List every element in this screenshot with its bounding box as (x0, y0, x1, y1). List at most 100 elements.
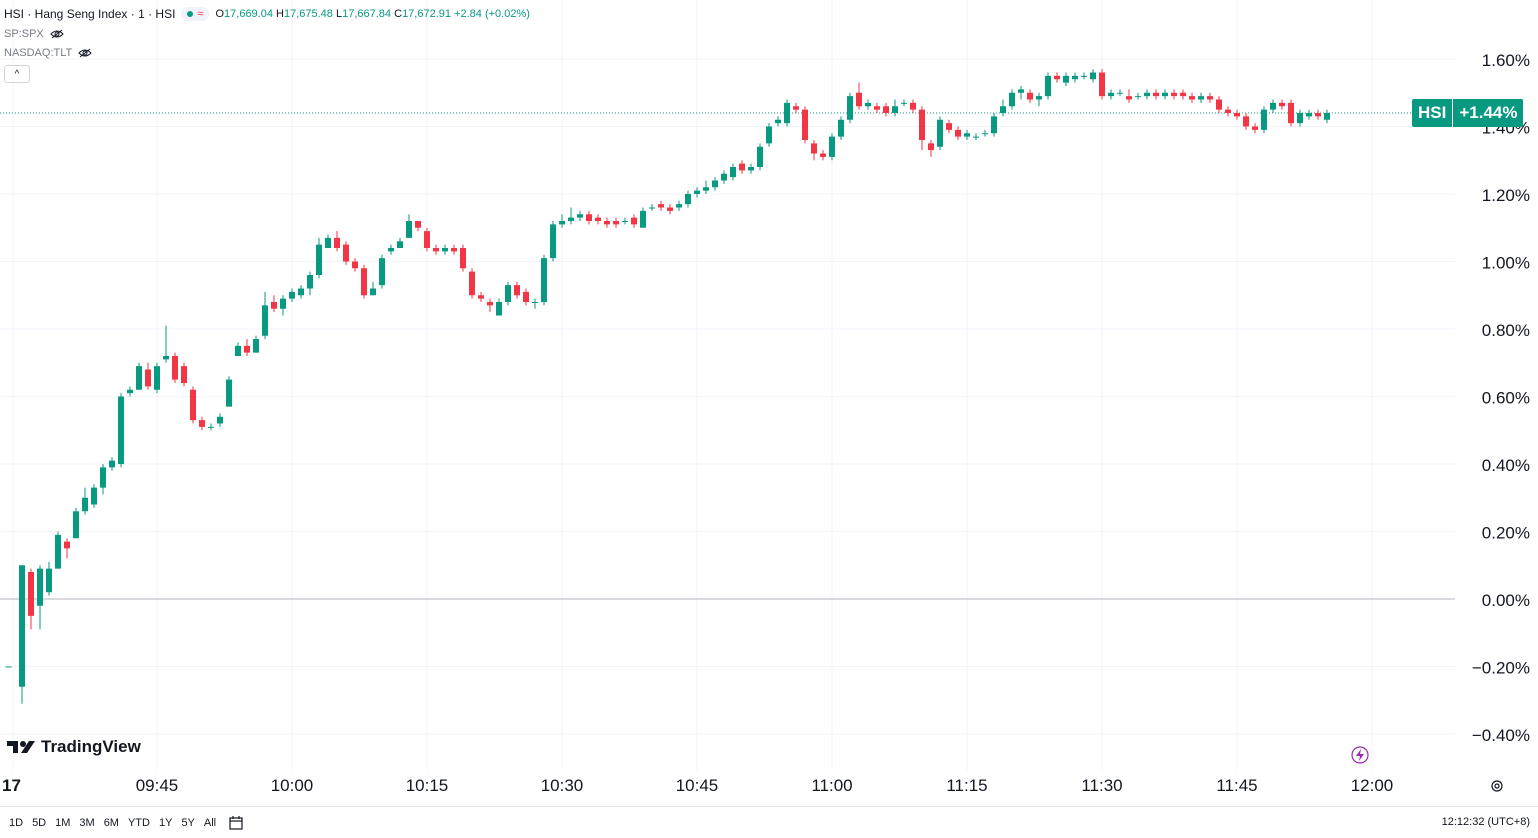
candle-body (307, 275, 313, 289)
eye-icon[interactable] (78, 48, 92, 58)
range-ytd-button[interactable]: YTD (127, 816, 150, 829)
candle (1243, 113, 1249, 130)
candle (1324, 109, 1330, 124)
price-chart[interactable]: 1.60%1.40%1.20%1.00%0.80%0.60%0.40%0.20%… (0, 0, 1538, 806)
candle (775, 116, 781, 127)
candle (838, 116, 844, 140)
candle (433, 244, 439, 255)
lightning-icon[interactable] (1351, 746, 1369, 764)
candle-body (487, 302, 493, 306)
compare-symbol-1[interactable]: SP:SPX (4, 24, 530, 43)
candle-body (964, 133, 970, 137)
candle (604, 217, 610, 228)
candle (1171, 89, 1177, 100)
range-1m-button[interactable]: 1M (55, 816, 71, 829)
calendar-icon[interactable] (228, 815, 244, 831)
range-1y-button[interactable]: 1Y (158, 816, 173, 829)
market-status-pill[interactable]: ≈ (181, 7, 210, 21)
settings-icon[interactable] (1490, 779, 1504, 793)
candle (46, 561, 52, 596)
x-tick-label: 10:45 (676, 776, 719, 795)
candle (676, 200, 682, 211)
x-tick-label: 17 (2, 776, 21, 795)
candle-body (118, 396, 124, 464)
eye-icon[interactable] (50, 29, 64, 39)
delayed-data-icon: ≈ (197, 8, 204, 20)
x-tick-label: 10:00 (271, 776, 314, 795)
candle-body (829, 136, 835, 157)
candle (1036, 92, 1042, 107)
tradingview-logo[interactable]: TradingView (7, 737, 141, 757)
y-tick-label: 0.00% (1482, 591, 1530, 610)
candle-body (271, 302, 277, 309)
candle (1054, 72, 1060, 83)
candle-body (262, 305, 268, 336)
y-tick-label: 0.60% (1482, 389, 1530, 408)
candle-body (226, 379, 232, 407)
range-all-button[interactable]: All (203, 816, 217, 829)
candle-body (145, 369, 151, 387)
candle-body (874, 106, 880, 110)
candle (235, 342, 241, 356)
candle-body (973, 136, 979, 138)
candle (964, 129, 970, 140)
candle-body (766, 126, 772, 144)
candle (19, 565, 25, 704)
candle (1018, 86, 1024, 100)
candle-body (361, 268, 367, 296)
range-1d-button[interactable]: 1D (9, 816, 24, 829)
candle-body (460, 248, 466, 269)
candle-body (1297, 113, 1303, 124)
candle (226, 376, 232, 407)
candle-body (1054, 75, 1060, 80)
clock-display[interactable]: 12:12:32 (UTC+8) (1441, 816, 1530, 828)
candle (559, 214, 565, 228)
candle (1072, 72, 1078, 83)
candle (478, 291, 484, 302)
symbol-title[interactable]: HSI · Hang Seng Index · 1 · HSI (4, 7, 176, 21)
range-5y-button[interactable]: 5Y (181, 816, 195, 829)
compare-symbol-2[interactable]: NASDAQ:TLT (4, 43, 530, 62)
collapse-legend-button[interactable]: ^ (4, 65, 30, 83)
range-6m-button[interactable]: 6M (103, 816, 119, 829)
candle-body (550, 224, 556, 259)
candle-body (253, 339, 259, 353)
candle (361, 264, 367, 299)
candle (802, 106, 808, 144)
range-3m-button[interactable]: 3M (79, 816, 95, 829)
candle (937, 116, 943, 151)
candle (883, 102, 889, 117)
candle-body (694, 190, 700, 194)
candle-body (1225, 109, 1231, 113)
candle-body (757, 146, 763, 167)
candle (1234, 109, 1240, 120)
candle-body (1027, 92, 1033, 100)
candle (100, 464, 106, 495)
candle (1297, 109, 1303, 127)
candle-body (676, 204, 682, 208)
candle-body (892, 106, 898, 113)
y-tick-label: 1.60% (1482, 51, 1530, 70)
brand-name: TradingView (41, 737, 141, 756)
ohlc-values: O17,669.04 H17,675.48 L17,667.84 C17,672… (215, 8, 530, 20)
candle (415, 221, 421, 232)
candle-body (217, 416, 223, 424)
candle-body (901, 102, 907, 104)
badge-value: +1.44% (1453, 99, 1524, 127)
candle (1000, 99, 1006, 117)
candle (595, 214, 601, 225)
candle-body (127, 389, 133, 394)
candle (631, 214, 637, 228)
y-axis[interactable]: 1.60%1.40%1.20%1.00%0.80%0.60%0.40%0.20%… (1472, 51, 1530, 745)
candle-body (1000, 106, 1006, 113)
candle-body (955, 129, 961, 137)
x-axis[interactable]: 17 09:45 10:00 10:15 10:30 10:45 11:00 11:15 11:… (2, 776, 1393, 795)
candle-body (154, 366, 160, 390)
candle (343, 241, 349, 265)
candle (442, 244, 448, 255)
candle-body (730, 167, 736, 178)
x-tick-label: 10:30 (541, 776, 584, 795)
market-open-dot (187, 11, 194, 17)
range-5d-button[interactable]: 5D (32, 816, 47, 829)
candle (352, 258, 358, 272)
